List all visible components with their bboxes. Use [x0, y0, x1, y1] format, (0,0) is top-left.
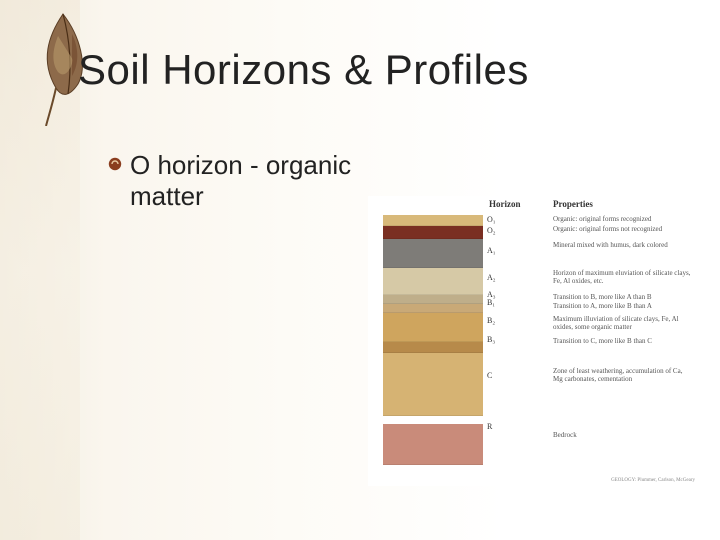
soil-layer [383, 295, 483, 304]
horizon-description: Transition to A, more like B than A [553, 302, 652, 310]
soil-layer [383, 268, 483, 295]
horizon-code: B₁ [487, 298, 495, 307]
horizon-description: Transition to C, more like B than C [553, 337, 652, 345]
horizon-description: Mineral mixed with humus, dark colored [553, 241, 668, 249]
horizon-description: Maximum illuviation of silicate clays, F… [553, 315, 693, 332]
horizon-description: Zone of least weathering, accumulation o… [553, 367, 693, 384]
horizon-description: Transition to B, more like A than B [553, 293, 652, 301]
soil-layer [383, 215, 483, 226]
horizon-code: O₂ [487, 226, 496, 235]
horizon-description: Bedrock [553, 431, 577, 439]
horizon-code: O₁ [487, 215, 496, 224]
horizon-description: Organic: original forms recognized [553, 215, 651, 223]
soil-layer [383, 313, 483, 342]
soil-layer [383, 342, 483, 353]
horizon-code: A₁ [487, 246, 496, 255]
soil-layer [383, 424, 483, 465]
slide-title: Soil Horizons & Profiles [78, 46, 529, 94]
soil-layer [383, 239, 483, 268]
soil-layer [383, 226, 483, 239]
slide: Soil Horizons & Profiles O horizon - org… [0, 0, 720, 540]
horizon-code: R [487, 422, 492, 431]
bullet-text: O horizon - organic matter [130, 150, 368, 212]
bullet-icon [108, 157, 122, 171]
diagram-copyright: GEOLOGY: Plummer, Carlson, McGeary [611, 478, 695, 483]
soil-profile-diagram: Horizon Properties O₁O₂A₁A₂A₃B₁B₂B₃CR Or… [368, 196, 698, 486]
horizon-description: Horizon of maximum eluviation of silicat… [553, 269, 693, 286]
horizon-code: B₃ [487, 335, 495, 344]
horizon-code: C [487, 371, 492, 380]
diagram-header-properties: Properties [553, 199, 593, 209]
soil-layer [383, 304, 483, 313]
diagram-header-horizon: Horizon [489, 199, 521, 209]
soil-column [383, 215, 483, 463]
horizon-description: Organic: original forms not recognized [553, 225, 662, 233]
bullet-item: O horizon - organic matter [108, 150, 368, 212]
horizon-code: A₂ [487, 273, 496, 282]
soil-layer [383, 353, 483, 416]
horizon-code: B₂ [487, 316, 495, 325]
